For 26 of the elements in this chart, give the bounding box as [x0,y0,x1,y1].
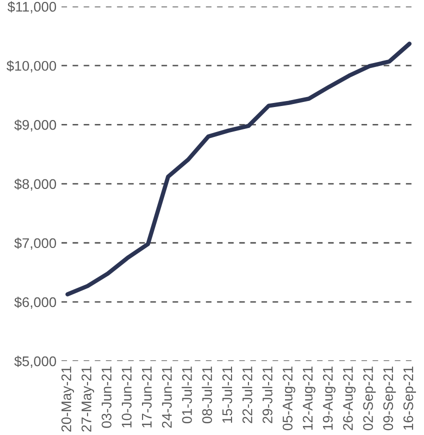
y-tick-label: $10,000 [6,60,56,72]
x-tick-label: 17-Jun-21 [142,366,152,428]
x-tick-label: 09-Sep-21 [383,366,396,430]
x-tick-label: 19-Aug-21 [322,366,336,430]
x-tick-label: 01-Jul-21 [182,366,192,424]
x-tick-label: 15-Jul-21 [222,366,232,423]
x-tick-label: 20-May-21 [61,366,74,432]
x-tick-label: 27-May-21 [82,366,94,432]
x-tick-label: 16-Sep-21 [403,366,416,430]
y-tick-label: $8,000 [14,178,56,191]
x-tick-label: 26-Aug-21 [343,366,356,430]
x-tick-label: 02-Sep-21 [363,366,376,430]
y-tick-label: $11,000 [8,1,56,14]
y-tick-label: $7,000 [14,238,56,250]
x-tick-label: 10-Jun-21 [122,366,132,428]
x-tick-label: 24-Jun-21 [162,366,172,428]
y-tick-label: $5,000 [14,356,56,368]
x-tick-label: 08-Jul-21 [202,366,212,424]
y-tick-label: $6,000 [14,296,56,309]
x-tick-label: 29-Jul-21 [262,366,272,424]
line-series [65,42,412,296]
x-tick-label: 05-Aug-21 [282,366,296,430]
x-tick-label: 22-Jul-21 [242,366,252,424]
y-tick-label: $9,000 [14,119,56,132]
x-tick-label: 12-Aug-21 [302,366,316,430]
x-tick-label: 03-Jun-21 [102,366,112,428]
